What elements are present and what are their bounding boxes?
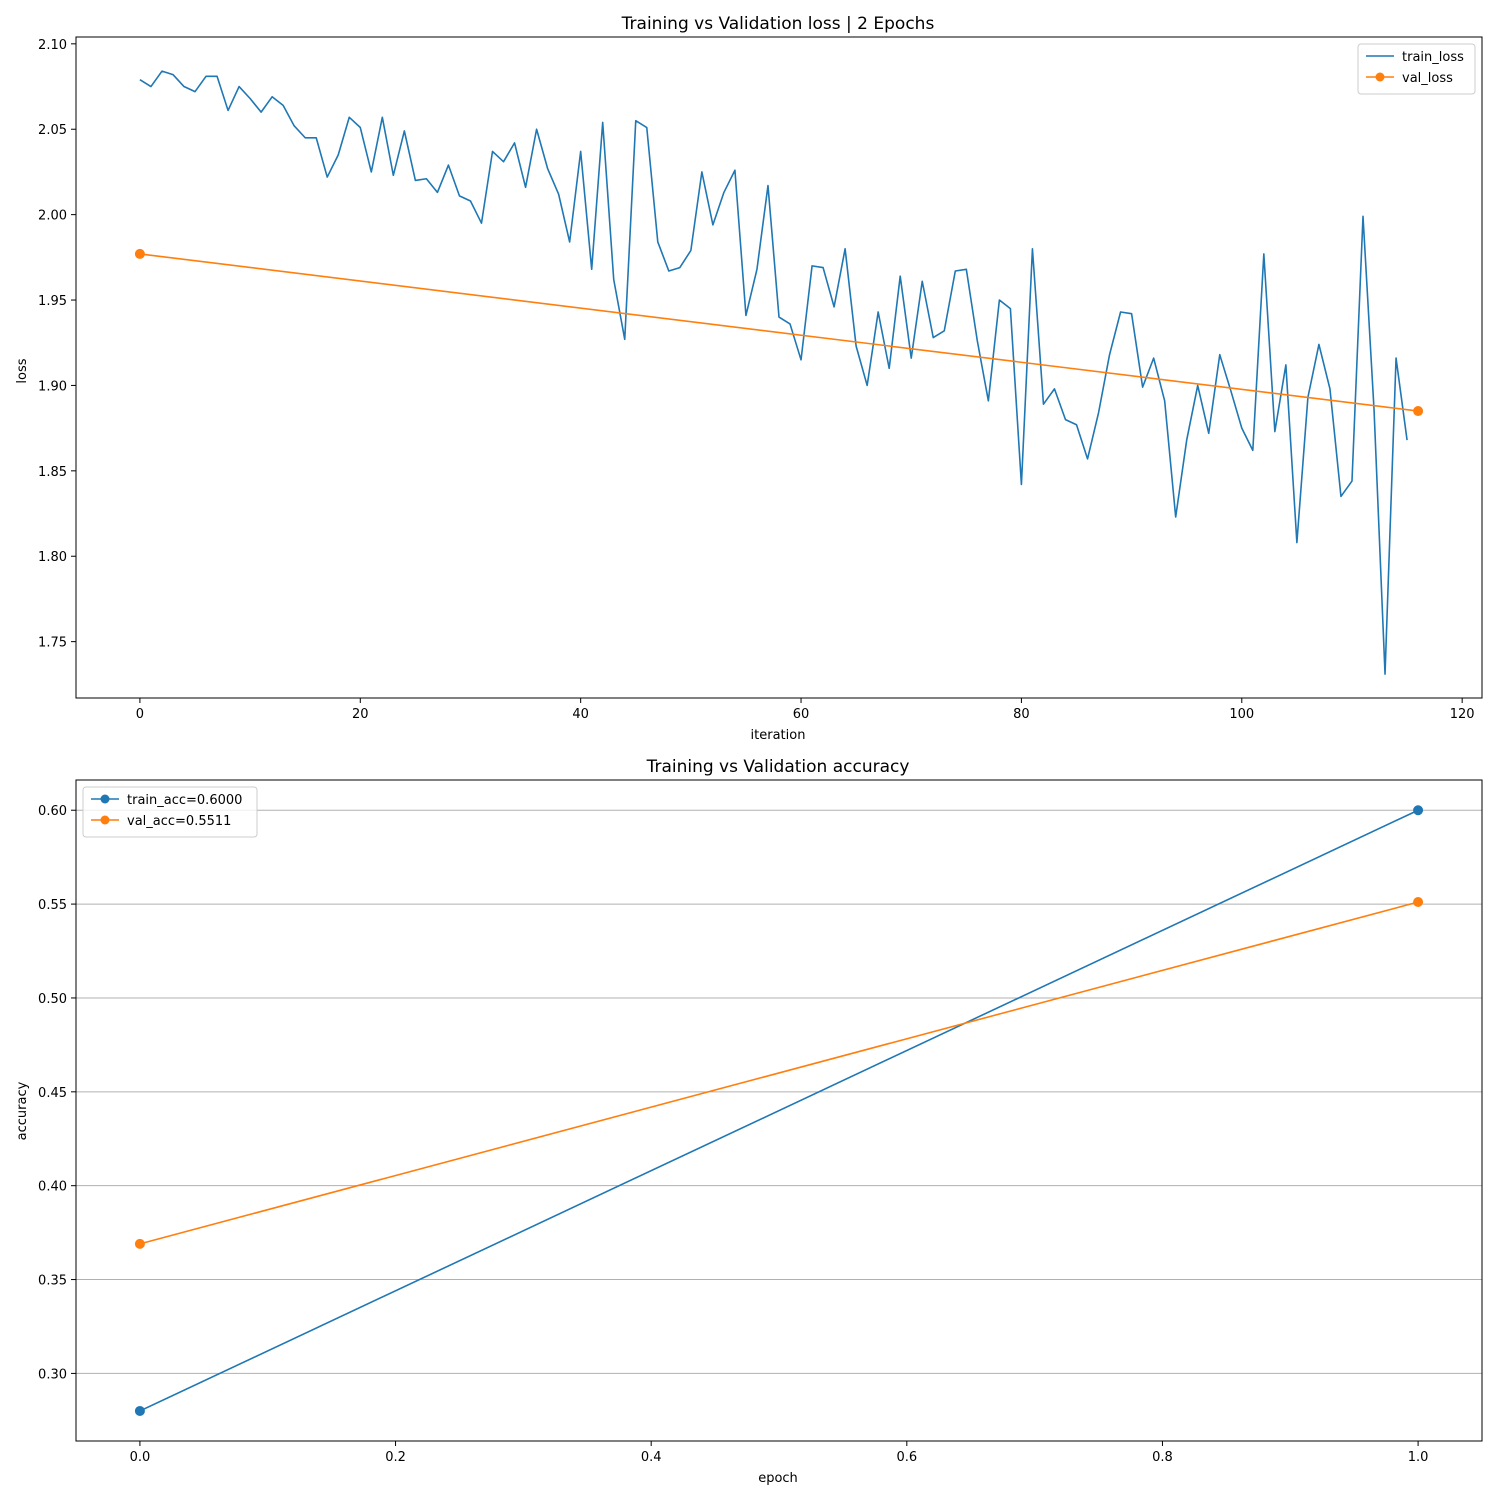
accuracy-legend-marker [100, 815, 110, 825]
loss-y-tick-label: 2.10 [38, 38, 67, 53]
accuracy-legend-label: train_acc=0.6000 [127, 793, 242, 808]
loss-y-axis-label: loss [15, 358, 30, 383]
accuracy-legend-marker [100, 794, 110, 804]
accuracy-y-tick-label: 0.55 [38, 898, 67, 913]
loss-data-point [134, 248, 145, 259]
accuracy-y-axis-label: accuracy [15, 1081, 30, 1140]
accuracy-legend-label: val_acc=0.5511 [127, 814, 231, 829]
loss-x-tick-label: 80 [1013, 707, 1030, 722]
accuracy-y-tick-label: 0.40 [38, 1180, 67, 1195]
loss-legend-label: val_loss [1402, 71, 1453, 86]
accuracy-y-tick-label: 0.35 [38, 1274, 67, 1289]
accuracy-axes-frame [75, 779, 1483, 1442]
accuracy-x-axis-label: epoch [758, 1471, 798, 1486]
loss-series-line-1 [139, 70, 1408, 675]
loss-x-tick-label: 20 [352, 707, 369, 722]
loss-y-tick-label: 2.05 [38, 123, 67, 138]
loss-y-tick-label: 1.85 [38, 465, 67, 480]
loss-y-tick-label: 1.95 [38, 294, 67, 309]
loss-y-tick-label: 2.00 [38, 209, 67, 224]
loss-legend-label: train_loss [1402, 50, 1464, 65]
accuracy-data-point [1413, 897, 1424, 908]
accuracy-x-tick-label: 0.8 [1152, 1450, 1173, 1465]
loss-axes-frame [75, 36, 1483, 699]
accuracy-chart-title: Training vs Validation accuracy [646, 757, 910, 777]
accuracy-y-tick-label: 0.60 [38, 804, 67, 819]
loss-chart: Training vs Validation loss | 2 Epochs i… [15, 14, 1483, 743]
accuracy-data-point [134, 1405, 145, 1416]
accuracy-data-point [134, 1238, 145, 1249]
loss-chart-title: Training vs Validation loss | 2 Epochs [621, 14, 935, 34]
loss-data-point [1413, 406, 1424, 417]
accuracy-y-tick-label: 0.50 [38, 992, 67, 1007]
loss-x-tick-label: 100 [1229, 707, 1254, 722]
loss-y-tick-label: 1.80 [38, 550, 67, 565]
loss-series-line-2 [139, 253, 1419, 412]
accuracy-legend-box [82, 786, 258, 838]
accuracy-x-tick-label: 1.0 [1408, 1450, 1429, 1465]
loss-x-tick-label: 40 [572, 707, 589, 722]
accuracy-x-tick-label: 0.0 [130, 1450, 151, 1465]
loss-legend-marker [1375, 72, 1385, 82]
accuracy-x-tick-label: 0.4 [641, 1450, 662, 1465]
loss-x-tick-label: 120 [1450, 707, 1475, 722]
accuracy-data-point [1413, 805, 1424, 816]
loss-y-tick-label: 1.90 [38, 379, 67, 394]
accuracy-series-line-2 [139, 901, 1419, 1245]
accuracy-x-tick-label: 0.6 [896, 1450, 917, 1465]
accuracy-x-tick-label: 0.2 [385, 1450, 406, 1465]
loss-x-axis-label: iteration [751, 728, 806, 743]
loss-x-tick-label: 60 [793, 707, 810, 722]
accuracy-y-tick-label: 0.30 [38, 1367, 67, 1382]
accuracy-y-tick-label: 0.45 [38, 1086, 67, 1101]
loss-x-tick-label: 0 [136, 707, 144, 722]
accuracy-chart: Training vs Validation accuracy epoch ac… [15, 757, 1483, 1486]
loss-y-tick-label: 1.75 [38, 636, 67, 651]
accuracy-series-line-1 [139, 809, 1419, 1412]
